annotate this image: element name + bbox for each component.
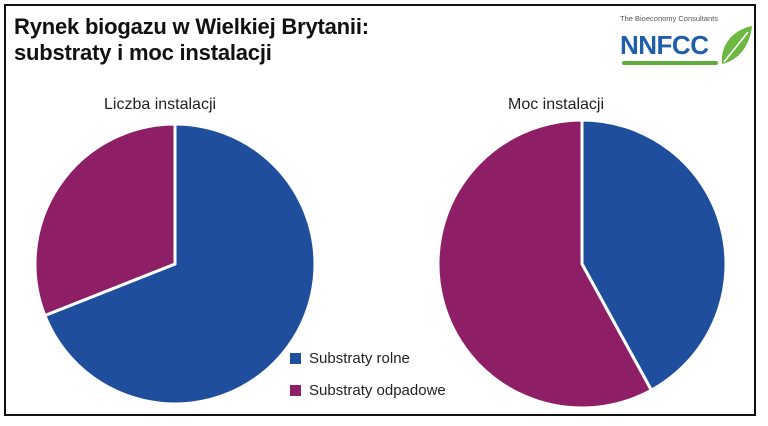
legend-label-rolne: Substraty rolne [309,349,410,367]
legend-swatch-odpadowe [290,384,301,396]
pie-liczba-instalacji [33,122,317,406]
slice-substraty-odpadowe [33,122,177,318]
legend: Substraty rolne Substraty odpadowe [290,346,446,410]
legend-item-odpadowe: Substraty odpadowe [290,378,446,402]
slice-substraty-rolne [580,118,728,392]
pie-moc-instalacji [436,118,728,410]
leaf-icon [721,26,752,64]
legend-item-rolne: Substraty rolne [290,346,446,370]
chart-title-liczba-instalacji: Liczba instalacji [104,96,217,113]
logo-wordmark: NNFCC [620,30,709,60]
logo-tagline: The Bioeconomy Consultants [620,14,718,23]
title-line-1: Rynek biogazu w Wielkiej Brytanii: [14,14,369,39]
chart-title-moc-instalacji: Moc instalacji [508,96,605,113]
legend-swatch-rolne [290,352,301,364]
legend-label-odpadowe: Substraty odpadowe [309,381,446,399]
page-title: Rynek biogazu w Wielkiej Brytanii: subst… [14,14,369,66]
title-line-2: substraty i moc instalacji [14,40,272,65]
nnfcc-logo: The Bioeconomy Consultants NNFCC [620,14,754,70]
slice-substraty-odpadowe [436,118,653,410]
slice-substraty-rolne [43,122,317,406]
logo-underline [622,61,718,65]
